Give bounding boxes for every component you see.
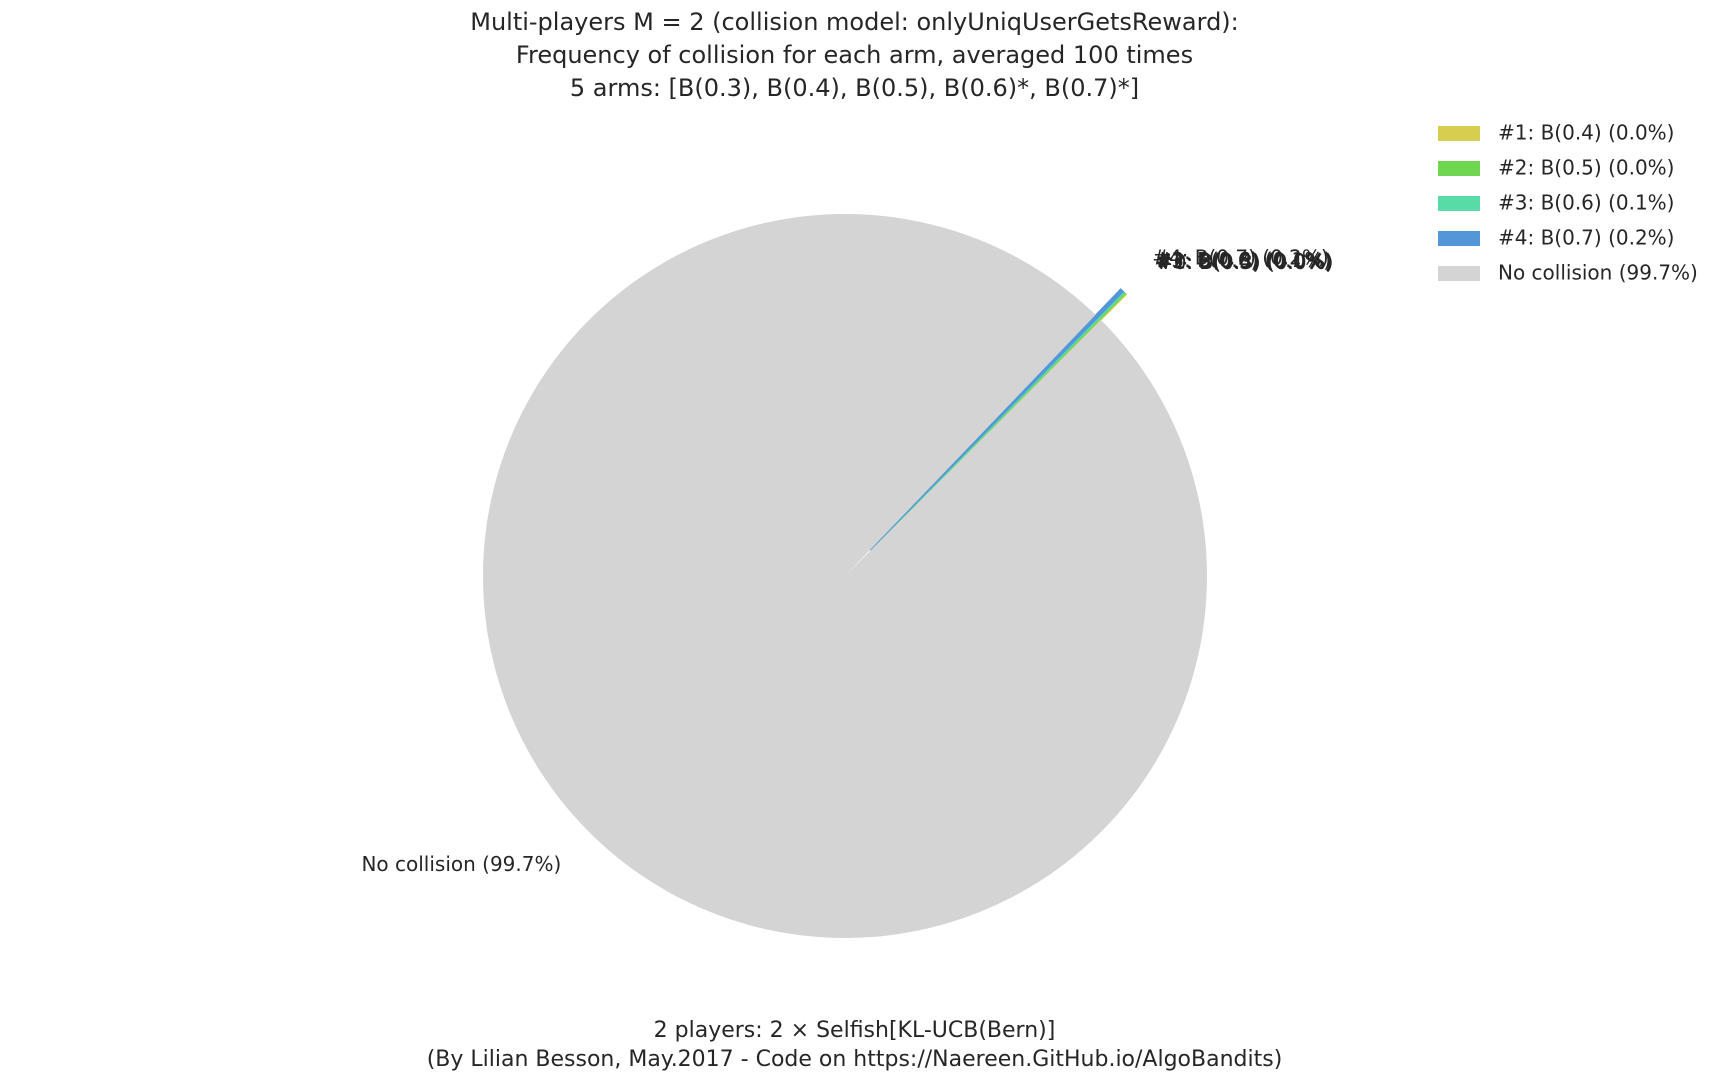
title-line-3: 5 arms: [B(0.3), B(0.4), B(0.5), B(0.6)*…	[569, 74, 1140, 102]
title-line-1: Multi-players M = 2 (collision model: on…	[470, 8, 1239, 36]
legend-swatch-1	[1438, 126, 1480, 141]
legend-label-2: #2: B(0.5) (0.0%)	[1498, 156, 1674, 180]
legend-swatch-2	[1438, 161, 1480, 176]
chart-title: Multi-players M = 2 (collision model: on…	[0, 6, 1709, 105]
pie-slice-label-1: #1: B(0.4) (0.0%)	[1156, 250, 1332, 274]
legend-label-5: No collision (99.7%)	[1498, 261, 1698, 285]
legend-swatch-5	[1438, 266, 1480, 281]
pie-slices	[483, 213, 1207, 938]
chart-caption: 2 players: 2 × Selfish[KL-UCB(Bern)] (By…	[0, 1016, 1709, 1074]
pie-slice-label-4: #4: B(0.7) (0.2%)	[1152, 245, 1328, 269]
pie-slice-label-0: #0: B(0.3) (0.0%)	[1157, 250, 1333, 274]
pie-slice-4	[869, 288, 1125, 551]
pie-slice-5	[483, 213, 1207, 938]
pie-labels: #0: B(0.3) (0.0%)#1: B(0.4) (0.0%)#2: B(…	[361, 245, 1333, 876]
caption-line-1: 2 players: 2 × Selfish[KL-UCB(Bern)]	[653, 1018, 1056, 1043]
chart-legend: #1: B(0.4) (0.0%) #2: B(0.5) (0.0%) #3: B(…	[1438, 121, 1698, 285]
legend-swatch-3	[1438, 196, 1480, 211]
caption-line-2: (By Lilian Besson, May.2017 - Code on ht…	[426, 1047, 1283, 1072]
legend-label-4: #4: B(0.7) (0.2%)	[1498, 226, 1674, 250]
pie-slice-label-3: #3: B(0.6) (0.1%)	[1155, 248, 1331, 272]
legend-swatch-4	[1438, 231, 1480, 246]
legend-label-3: #3: B(0.6) (0.1%)	[1498, 191, 1674, 215]
legend-label-1: #1: B(0.4) (0.0%)	[1498, 121, 1674, 145]
title-line-2: Frequency of collision for each arm, ave…	[515, 41, 1194, 69]
pie-slice-label-5: No collision (99.7%)	[361, 852, 561, 876]
pie-slice-label-2: #2: B(0.5) (0.0%)	[1156, 249, 1332, 273]
